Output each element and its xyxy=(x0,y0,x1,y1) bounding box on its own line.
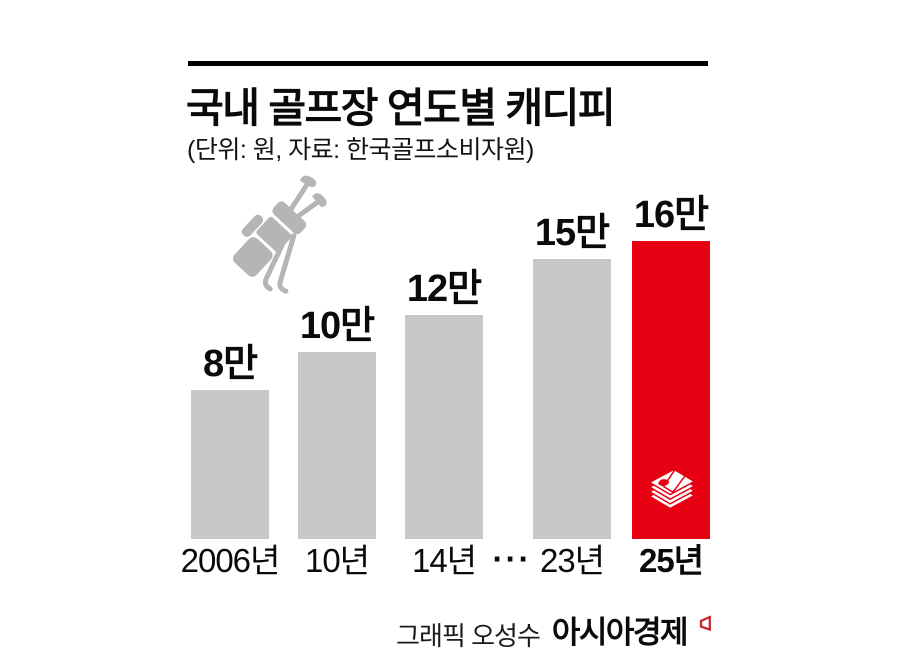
x-axis-label: 14년 xyxy=(411,542,477,579)
bar-value-label: 16만 xyxy=(633,194,709,236)
brand-mark-icon xyxy=(699,615,711,632)
unit-source-note: (단위: 원, 자료: 한국골프소비자원) xyxy=(187,136,534,164)
x-axis-label: 25년 xyxy=(638,542,704,579)
bar-value-label: 10만 xyxy=(299,305,375,347)
bar-value-label: 8만 xyxy=(202,343,258,385)
footer: 그래픽 오성수 아시아경제 xyxy=(188,615,712,651)
x-axis-label: 23년 xyxy=(539,542,605,579)
bar-value-label: 12만 xyxy=(406,268,482,310)
money-stack-icon xyxy=(648,468,696,510)
title-rule xyxy=(188,61,708,66)
bar xyxy=(298,352,376,539)
x-axis-label: 2006년 xyxy=(180,542,281,579)
brand-logo-text: 아시아경제 xyxy=(551,615,689,650)
bar xyxy=(533,259,611,539)
page-title: 국내 골프장 연도별 캐디피 xyxy=(186,85,616,131)
golf-bag-icon xyxy=(233,175,327,294)
x-axis-ellipsis: ··· xyxy=(492,540,532,577)
graphic-credit: 그래픽 오성수 xyxy=(396,621,541,651)
bar xyxy=(405,315,483,539)
x-axis-label: 10년 xyxy=(304,542,370,579)
bar xyxy=(191,390,269,539)
bar-value-label: 15만 xyxy=(534,212,610,254)
